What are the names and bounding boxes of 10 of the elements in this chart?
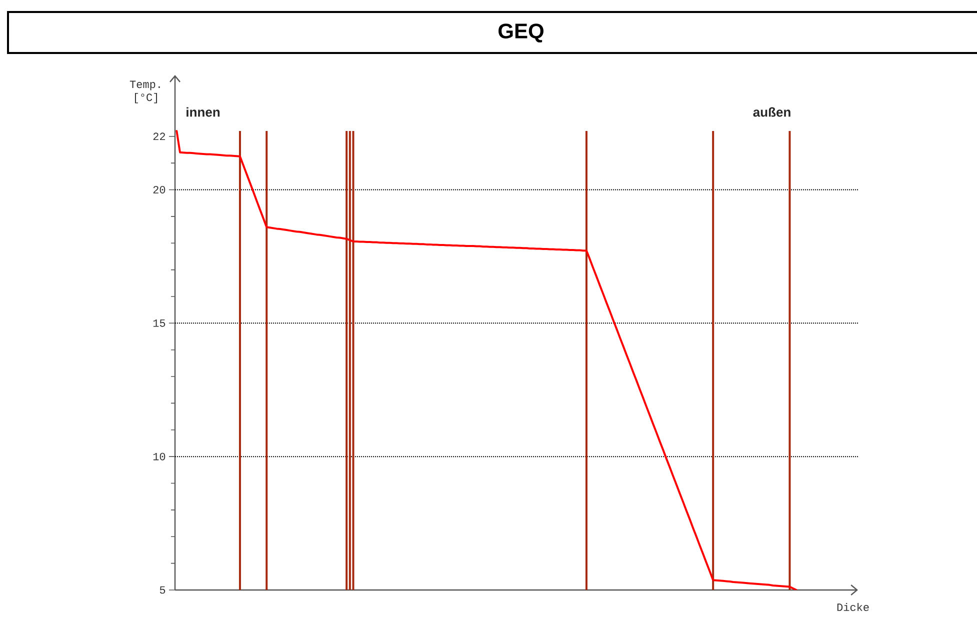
y-tick-label: 10 [153,452,166,460]
annotation: außen [753,107,790,117]
y-axis-title: Temp. [°C] [130,80,160,104]
y-tick-label: 15 [153,319,166,327]
y-tick-label: 22 [153,132,166,140]
y-tick-label: 20 [153,186,166,194]
y-tick-label: 5 [160,586,166,594]
chart-title: GEQ [498,24,544,42]
annotation: innen [186,107,220,117]
x-axis-title: Dicke [837,602,869,612]
